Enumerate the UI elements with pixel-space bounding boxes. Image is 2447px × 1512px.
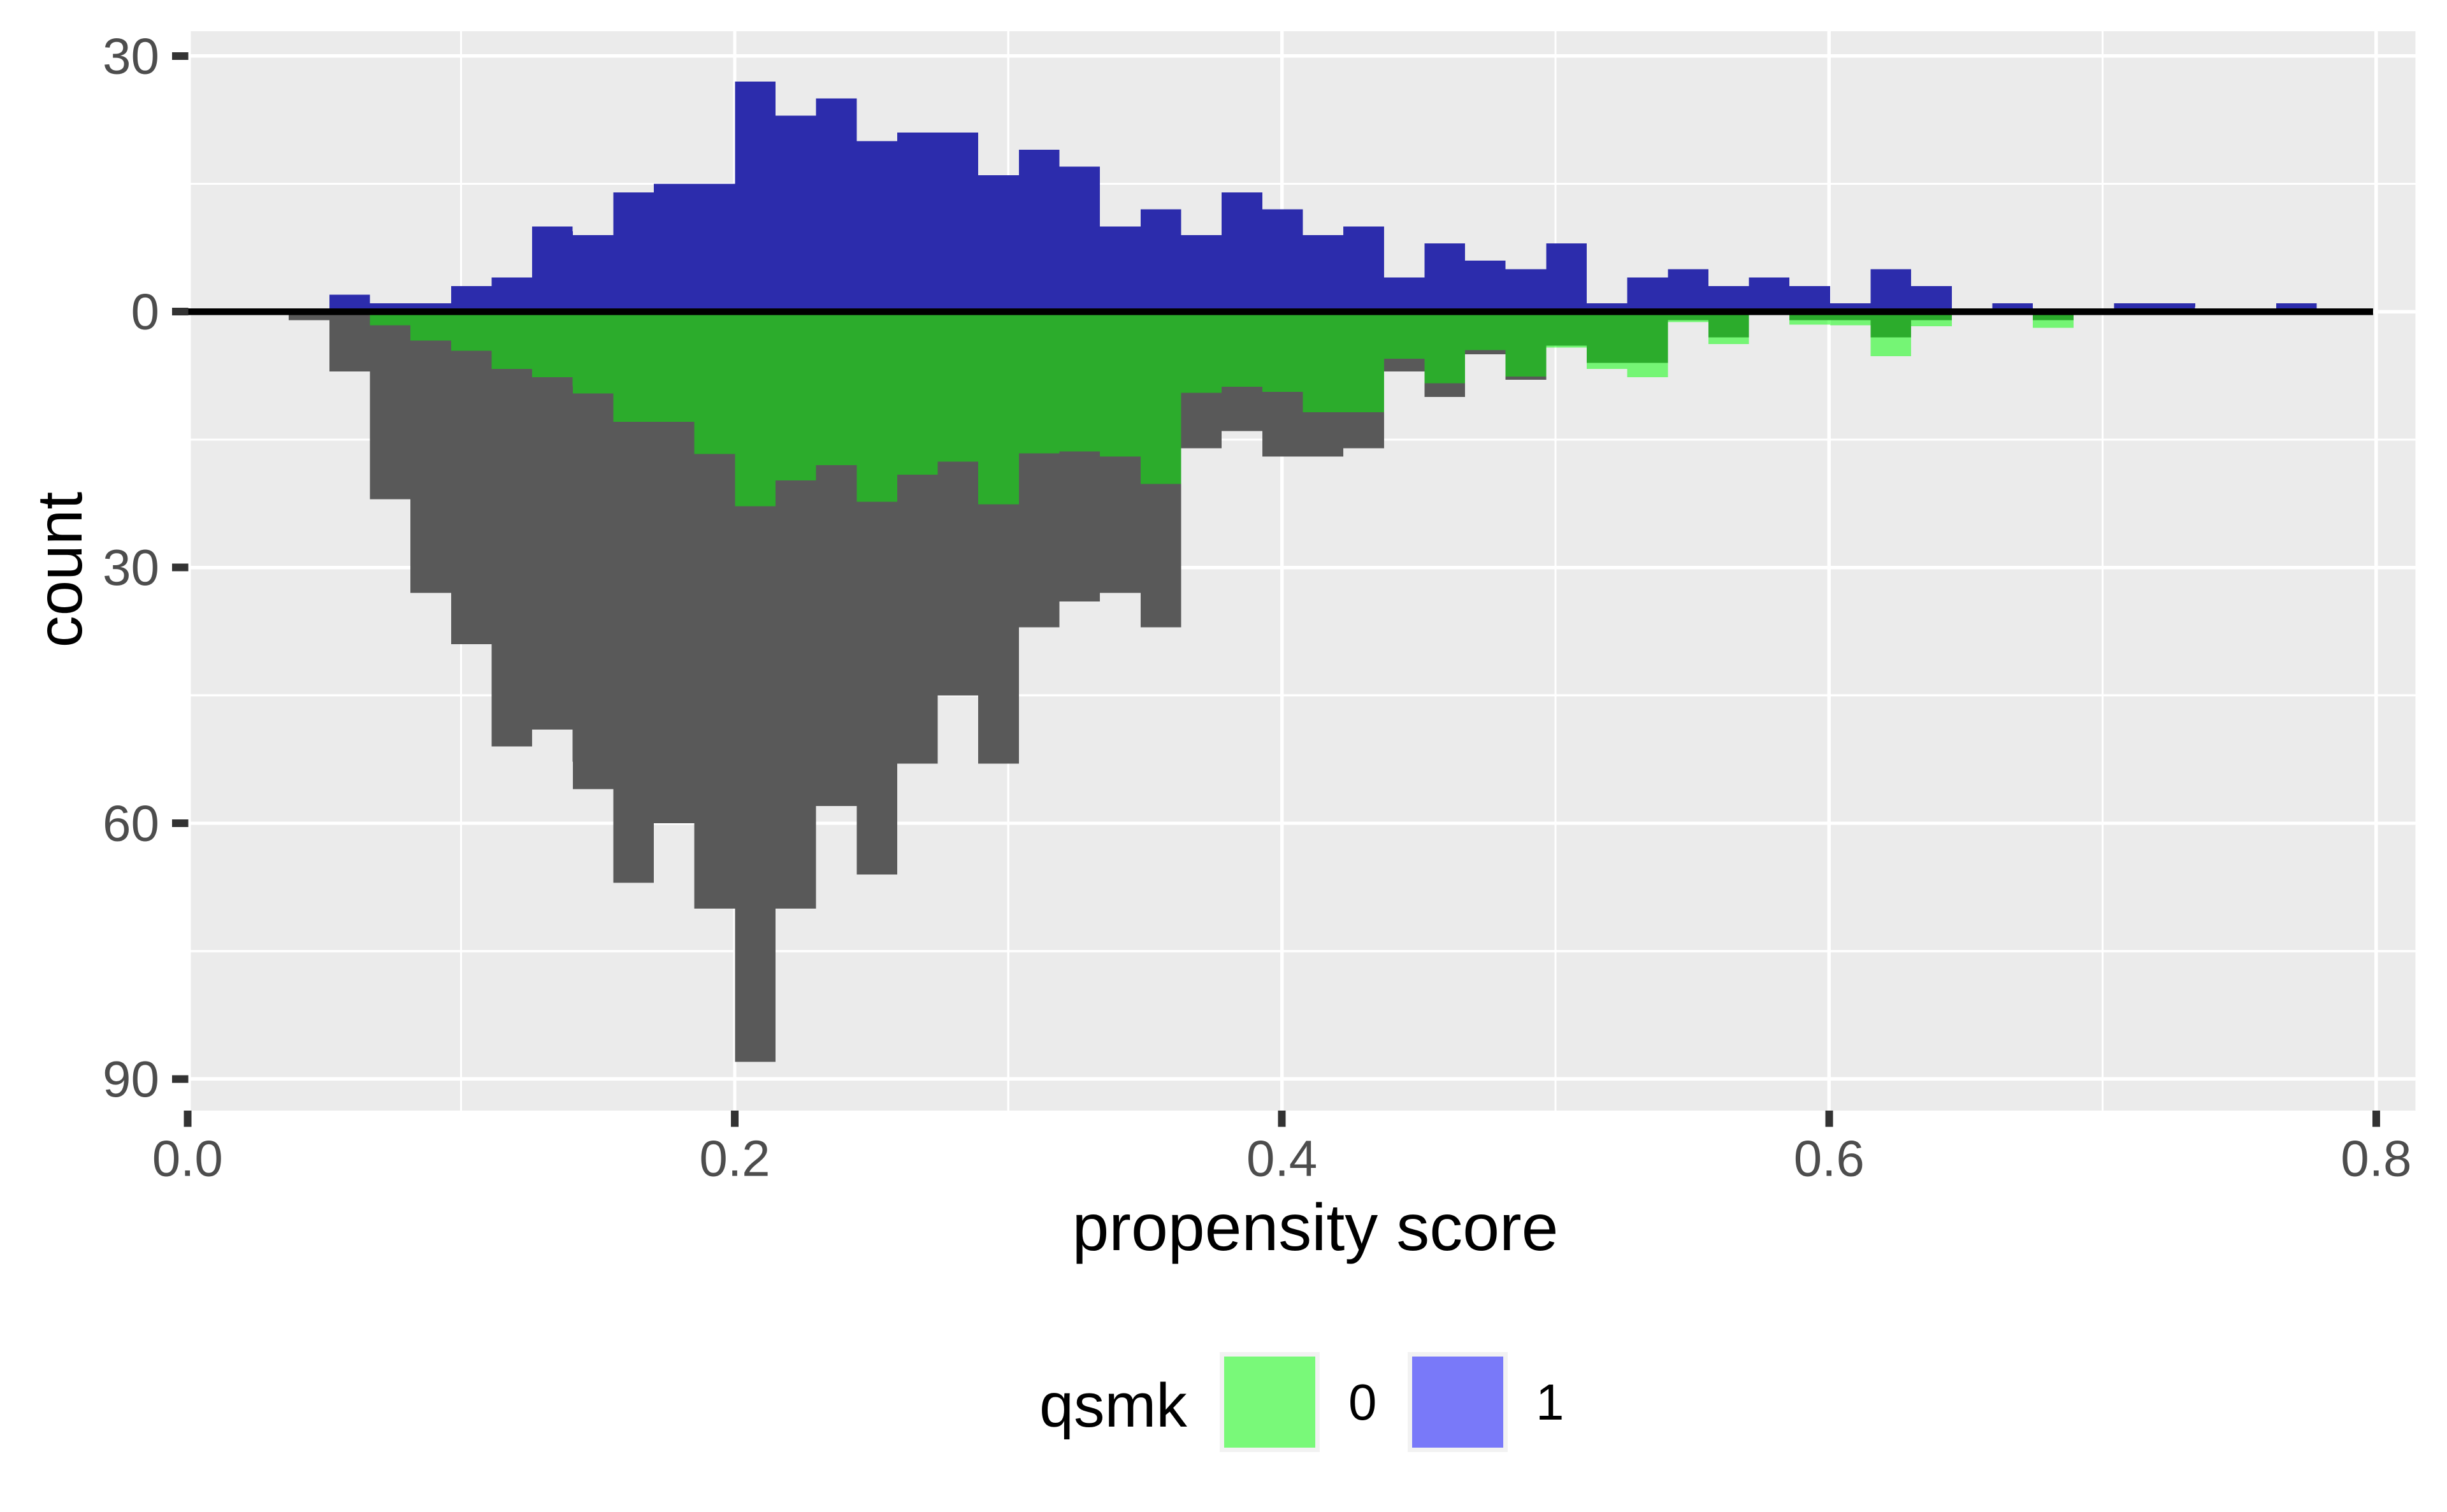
svg-text:qsmk: qsmk	[1039, 1371, 1187, 1440]
svg-text:0: 0	[131, 284, 160, 340]
svg-text:30: 30	[103, 27, 159, 84]
svg-text:90: 90	[103, 1051, 159, 1107]
svg-text:0: 0	[1348, 1374, 1377, 1430]
svg-text:0.4: 0.4	[1246, 1130, 1317, 1187]
svg-text:propensity score: propensity score	[1072, 1191, 1558, 1265]
svg-text:count: count	[24, 491, 96, 647]
svg-text:30: 30	[103, 539, 159, 596]
svg-text:0.6: 0.6	[1794, 1130, 1865, 1187]
svg-text:0.0: 0.0	[152, 1130, 223, 1187]
svg-text:0.2: 0.2	[699, 1130, 770, 1187]
svg-text:1: 1	[1536, 1374, 1564, 1430]
svg-text:60: 60	[103, 795, 159, 852]
svg-text:0.8: 0.8	[2341, 1130, 2411, 1187]
